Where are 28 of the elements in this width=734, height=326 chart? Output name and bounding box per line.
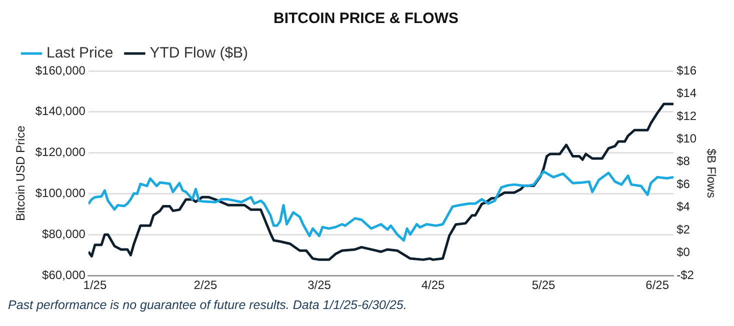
legend-label: Last Price (46, 44, 114, 62)
y2-tick-label: $14 (676, 86, 697, 100)
y-axis-title: Bitcoin USD Price (14, 125, 28, 221)
text: Past performance is no guarantee of future results. Data 1/1/25-6/30/25. (8, 298, 408, 312)
y2-tick-label: $0 (676, 245, 690, 260)
y-tick-label: $120,000 (35, 145, 86, 160)
x-tick-label: 4/25 (421, 278, 446, 292)
y2-tick-label: $16 (676, 63, 697, 78)
y2-tick-label: $4 (676, 200, 690, 214)
y-tick-label: $160,000 (35, 63, 86, 78)
y2-tick-label: $6 (676, 176, 690, 191)
chart-title: BITCOIN PRICE & FLOWS (274, 10, 458, 28)
y2-tick-label: $2 (676, 222, 690, 236)
y-tick-label: $140,000 (35, 104, 86, 118)
y2-tick-label: $10 (676, 132, 697, 146)
x-tick-label: 2/25 (194, 278, 218, 292)
y-tick-label: $80,000 (42, 226, 86, 241)
x-tick-label: 1/25 (83, 278, 107, 292)
legend-label: YTD Flow ($B) (150, 44, 248, 62)
y2-tick-label: $12 (676, 108, 697, 123)
y2-axis-title: $B Flows (704, 148, 718, 198)
x-tick-label: 5/25 (532, 278, 556, 292)
y2-tick-label: $8 (676, 154, 690, 168)
y-tick-label: $60,000 (42, 268, 86, 282)
y2-tick-label: -$2 (676, 268, 694, 282)
y-tick-label: $100,000 (35, 186, 86, 200)
x-tick-label: 6/25 (646, 278, 670, 292)
x-tick-label: 3/25 (308, 278, 332, 292)
